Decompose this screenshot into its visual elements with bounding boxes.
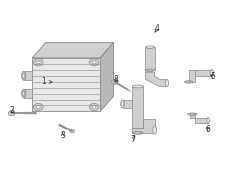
Ellipse shape bbox=[135, 132, 141, 134]
Ellipse shape bbox=[210, 70, 214, 76]
Polygon shape bbox=[195, 118, 208, 123]
Ellipse shape bbox=[145, 69, 154, 71]
Circle shape bbox=[89, 103, 99, 111]
Ellipse shape bbox=[165, 80, 169, 86]
Polygon shape bbox=[24, 89, 32, 98]
Text: 7: 7 bbox=[131, 135, 135, 144]
Polygon shape bbox=[132, 120, 155, 133]
Text: 8: 8 bbox=[113, 75, 118, 84]
Ellipse shape bbox=[23, 92, 25, 96]
Polygon shape bbox=[24, 71, 32, 80]
Ellipse shape bbox=[153, 126, 157, 134]
Ellipse shape bbox=[132, 85, 143, 88]
Circle shape bbox=[112, 80, 118, 84]
Circle shape bbox=[92, 105, 96, 108]
Polygon shape bbox=[195, 70, 212, 76]
Ellipse shape bbox=[23, 74, 25, 78]
Polygon shape bbox=[145, 72, 167, 86]
Text: 5: 5 bbox=[211, 72, 215, 81]
Circle shape bbox=[70, 129, 75, 133]
Circle shape bbox=[33, 59, 43, 66]
Ellipse shape bbox=[21, 89, 26, 98]
Ellipse shape bbox=[121, 100, 124, 108]
Ellipse shape bbox=[122, 102, 124, 106]
Circle shape bbox=[36, 105, 40, 108]
Polygon shape bbox=[145, 47, 154, 70]
Polygon shape bbox=[189, 70, 195, 82]
Circle shape bbox=[89, 59, 99, 66]
Text: 4: 4 bbox=[155, 24, 160, 33]
Ellipse shape bbox=[186, 81, 191, 83]
Circle shape bbox=[33, 103, 43, 111]
Ellipse shape bbox=[190, 113, 195, 115]
Text: 3: 3 bbox=[60, 131, 65, 140]
Ellipse shape bbox=[207, 118, 210, 123]
Ellipse shape bbox=[132, 131, 143, 134]
Circle shape bbox=[113, 81, 116, 83]
Text: 1: 1 bbox=[41, 77, 52, 86]
Text: 2: 2 bbox=[9, 106, 14, 115]
Polygon shape bbox=[32, 58, 100, 111]
Circle shape bbox=[36, 61, 40, 64]
Polygon shape bbox=[100, 43, 113, 111]
Polygon shape bbox=[122, 100, 132, 108]
Circle shape bbox=[8, 111, 15, 116]
Polygon shape bbox=[32, 43, 113, 58]
Ellipse shape bbox=[145, 46, 154, 48]
Ellipse shape bbox=[188, 113, 197, 115]
Polygon shape bbox=[132, 86, 143, 127]
Ellipse shape bbox=[21, 71, 26, 80]
Text: 6: 6 bbox=[206, 125, 211, 134]
Ellipse shape bbox=[184, 81, 193, 83]
Circle shape bbox=[92, 61, 96, 64]
Polygon shape bbox=[190, 114, 195, 118]
